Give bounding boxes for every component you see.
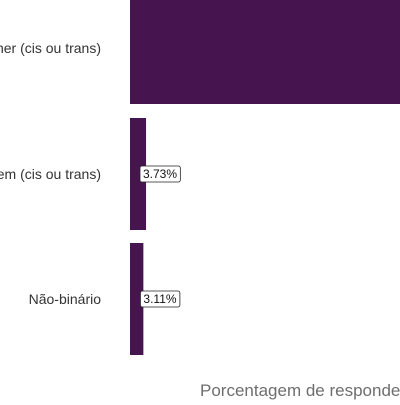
data-label-text-2: 3.73% [143,167,177,181]
data-label-3: 3.11% [140,290,181,308]
category-label-2: Homem (cis ou trans) [0,166,101,182]
data-label-text-3: 3.11% [143,292,176,306]
category-label-3: Não-binário [29,291,102,307]
data-labels-group: 3.73% 3.11% [139,165,181,308]
data-label-box-3 [140,290,181,308]
category-labels-group: Mulher (cis ou trans) Homem (cis ou trans… [0,40,101,307]
bar-2 [130,118,147,230]
bars-group [130,0,400,355]
category-label-1: Mulher (cis ou trans) [0,40,101,56]
data-label-2: 3.73% [139,165,181,183]
data-label-box-2 [139,165,181,183]
bar-3 [130,243,144,355]
bar-1 [130,0,400,104]
x-axis-title: Porcentagem de respondentes [200,381,400,400]
